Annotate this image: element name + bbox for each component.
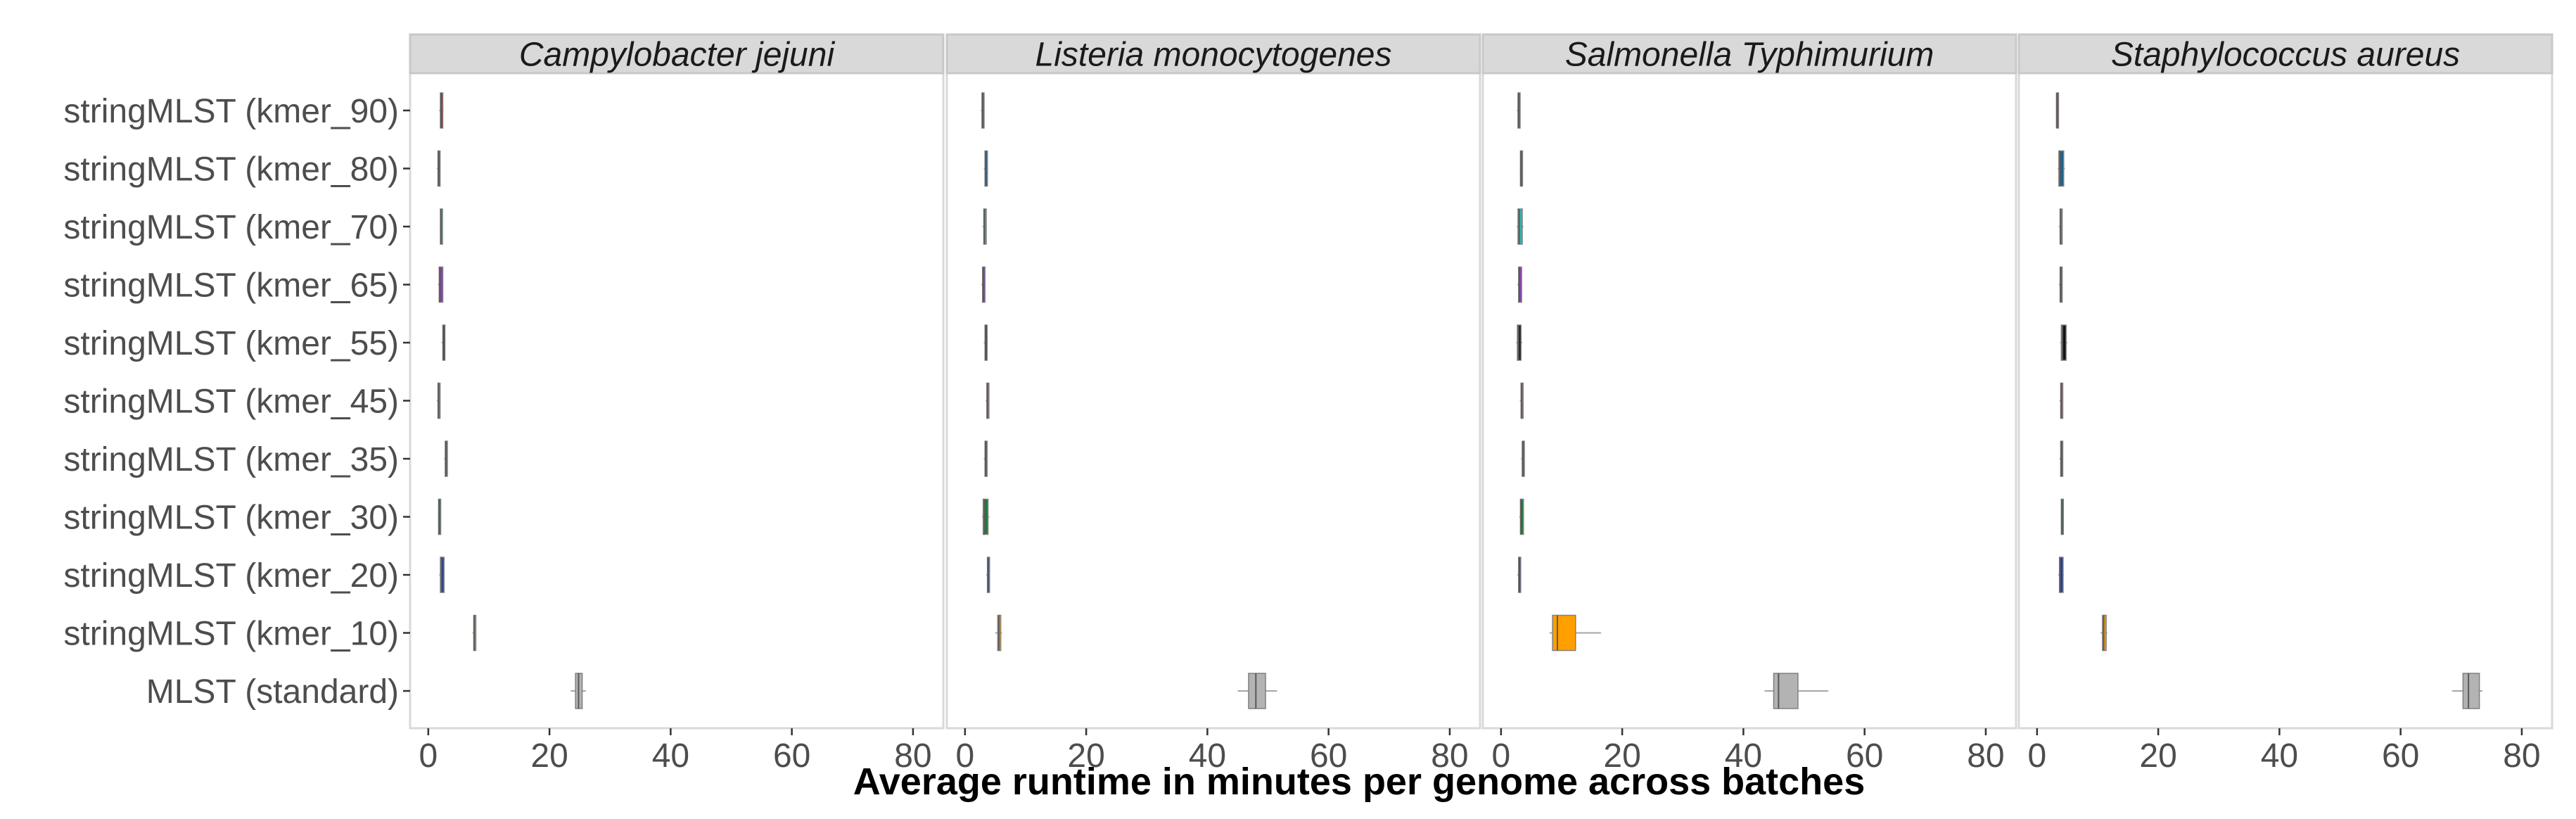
box-body	[2060, 324, 2067, 361]
panel-3-x-tick-label: 80	[1967, 737, 2004, 775]
y-tick-label: stringMLST (kmer_90)	[63, 93, 399, 130]
panel-1-strip	[409, 33, 945, 75]
panel-1-strip-title: Campylobacter jejuni	[519, 37, 836, 74]
y-tick-label: stringMLST (kmer_80)	[63, 151, 399, 189]
panel-4-box-4	[2058, 266, 2063, 303]
panel-3-x-tick-label: 60	[1846, 737, 1883, 775]
panel-4-box-6	[2059, 382, 2064, 419]
panel-2-box-5	[983, 324, 988, 361]
panel-4-box-1	[2055, 92, 2060, 129]
y-tick-label: stringMLST (kmer_35)	[63, 441, 399, 478]
panel-3-box-10	[1549, 614, 1601, 652]
panel-2-box-1	[981, 92, 985, 129]
panel-4-box-7	[2059, 440, 2064, 477]
panel-4-x-tick-label: 0	[2027, 737, 2046, 775]
panel-1-x-tick-label: 40	[652, 737, 689, 775]
panel-2-background	[947, 73, 1480, 728]
panel-4-box-2	[2058, 150, 2065, 187]
panel-3-box-2	[1519, 150, 1524, 187]
panel-1-box-10	[472, 614, 477, 652]
panel-1-x-tick-label: 60	[773, 737, 810, 775]
panel-3-box-5	[1516, 324, 1522, 361]
panel-1-x-tick-label: 0	[419, 737, 438, 775]
panel-4-box-11	[2451, 673, 2482, 709]
panel-1-x-tick-label: 80	[894, 737, 931, 775]
panel-2-box-4	[981, 266, 986, 303]
panel-4-x-tick-label: 20	[2139, 737, 2176, 775]
panel-2-x-tick-label: 80	[1431, 737, 1468, 775]
box-body	[1552, 614, 1576, 652]
panel-2-box-11	[1237, 673, 1277, 709]
panel-1-box-9	[439, 557, 445, 593]
panel-2-strip	[945, 33, 1481, 75]
panel-3-box-11	[1764, 673, 1828, 709]
panel-3-box-7	[1521, 440, 1525, 477]
box-body	[2058, 150, 2065, 187]
box-body	[1517, 208, 1523, 245]
panel-3-strip	[1481, 33, 2017, 75]
panel-1-box-6	[436, 382, 441, 419]
panel-4-box-3	[2058, 208, 2063, 245]
panel-2-box-9	[986, 557, 990, 593]
panel-2-strip-title: Listeria monocytogenes	[1035, 37, 1392, 74]
panel-2-x-tick-label: 0	[955, 737, 974, 775]
x-axis-title: Average runtime in minutes per genome ac…	[853, 761, 1865, 803]
label-layer: 0 20 40 60 80 0 20 40 60 80 0 20 40 60 80 0 20 40 60 80 stri…	[63, 93, 2540, 775]
panel-4-box-9	[2058, 557, 2064, 593]
box-body	[2462, 673, 2480, 709]
y-tick-label: stringMLST (kmer_45)	[63, 383, 399, 421]
panel-layer: Campylobacter jejuni Listeria monocytogen…	[409, 33, 2553, 730]
panel-3-box-9	[1517, 557, 1522, 593]
panel-1-box-4	[438, 266, 444, 303]
panel-4-box-10	[2100, 614, 2108, 652]
panel-3-box-6	[1519, 382, 1524, 419]
panel-1-box-8	[438, 498, 442, 535]
y-tick-label: stringMLST (kmer_70)	[63, 209, 399, 246]
panel-2-x-tick-label: 60	[1310, 737, 1347, 775]
panel-1-box-1	[439, 92, 444, 129]
y-tick-label: MLST (standard)	[146, 673, 399, 711]
y-tick-label: stringMLST (kmer_55)	[63, 325, 399, 362]
panel-4-x-tick-label: 40	[2261, 737, 2298, 775]
panel-4-strip-title: Staphylococcus aureus	[2111, 37, 2460, 74]
box-body	[982, 498, 989, 535]
panel-1-box-5	[441, 324, 446, 361]
panel-4-box-8	[2060, 498, 2065, 535]
panel-1-box-3	[440, 208, 443, 245]
panel-3-box-1	[1517, 92, 1521, 129]
panel-2-box-6	[986, 382, 990, 419]
panel-4-background	[2019, 73, 2552, 728]
panel-4-x-tick-label: 60	[2382, 737, 2419, 775]
y-tick-label: stringMLST (kmer_30)	[63, 500, 399, 537]
panel-1-box-11	[570, 673, 586, 709]
panel-2-box-3	[982, 208, 987, 245]
panel-2-box-7	[983, 440, 988, 477]
box-body	[1773, 673, 1799, 709]
panel-4-x-tick-label: 80	[2503, 737, 2540, 775]
panel-1-box-2	[436, 150, 441, 187]
y-tick-label: stringMLST (kmer_20)	[63, 557, 399, 595]
panel-3-x-tick-label: 0	[1491, 737, 1510, 775]
panel-2-box-8	[981, 498, 990, 535]
panel-3-box-4	[1517, 266, 1522, 303]
panel-3-x-tick-label: 40	[1725, 737, 1762, 775]
panel-2-x-tick-label: 40	[1189, 737, 1226, 775]
panel-4-box-5	[2060, 324, 2067, 361]
panel-1-background	[410, 73, 943, 728]
box-body	[1248, 673, 1266, 709]
panel-2-box-10	[995, 614, 1002, 652]
panel-3-box-3	[1517, 208, 1524, 245]
panel-3-strip-title: Salmonella Typhimurium	[1565, 37, 1934, 74]
y-tick-label: stringMLST (kmer_65)	[63, 267, 399, 305]
panel-3-box-8	[1519, 498, 1524, 535]
box-layer	[436, 92, 2482, 709]
panel-3-x-tick-label: 20	[1603, 737, 1640, 775]
panel-2-box-2	[983, 150, 988, 187]
y-tick-label: stringMLST (kmer_10)	[63, 616, 399, 653]
panel-2-x-tick-label: 20	[1067, 737, 1104, 775]
panel-4-strip	[2017, 33, 2553, 75]
panel-1-x-tick-label: 20	[530, 737, 568, 775]
panel-1-box-7	[444, 440, 448, 477]
